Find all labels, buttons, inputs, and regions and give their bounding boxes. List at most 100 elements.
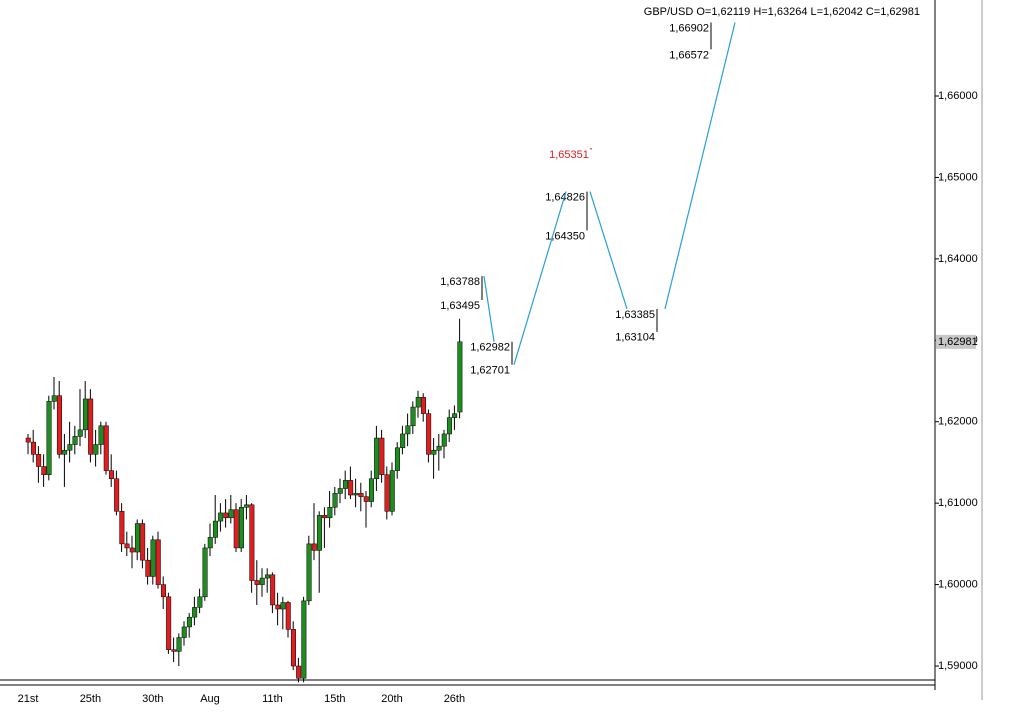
x-tick-label: Aug	[200, 693, 220, 705]
candle-body	[420, 397, 426, 414]
candle-body	[114, 478, 120, 512]
y-tick-label: 1,65000	[938, 171, 978, 183]
candle-body	[202, 547, 208, 598]
candle-body	[46, 401, 52, 475]
candle-body	[134, 523, 140, 553]
candle-body	[176, 637, 182, 652]
candle-body	[374, 437, 380, 479]
x-tick-label: 21st	[18, 693, 39, 705]
candle-body	[290, 629, 296, 667]
projection-line	[589, 191, 628, 310]
y-tick-label: 1,64000	[938, 253, 978, 265]
candle-body	[140, 523, 146, 561]
last-price-label: 1,62981	[938, 336, 978, 348]
candle-body	[238, 506, 244, 549]
projection-low-label: 1,64350	[545, 230, 585, 242]
candle-body	[415, 397, 421, 408]
x-tick-label: 20th	[381, 693, 402, 705]
x-tick-label: 26th	[444, 693, 465, 705]
candle-body	[155, 539, 161, 585]
candle-body	[207, 537, 213, 549]
projection-low-label: 1,63104	[615, 332, 655, 344]
candle-body	[145, 559, 151, 577]
candle-body	[41, 466, 47, 475]
candle-body	[166, 596, 172, 650]
candle-body	[197, 596, 203, 608]
candle-body	[446, 417, 452, 435]
y-tick-label: 1,61000	[938, 497, 978, 509]
candle-body	[285, 602, 291, 630]
candle-body	[186, 616, 192, 628]
candle-body	[223, 512, 229, 519]
candle-body	[316, 515, 322, 551]
candle-body	[129, 547, 135, 553]
candle-body	[296, 665, 302, 679]
x-tick-label: 25th	[80, 693, 101, 705]
candle-body	[228, 509, 234, 519]
candle-body	[98, 425, 104, 445]
candle-body	[192, 607, 198, 618]
candle-body	[400, 433, 406, 449]
y-tick-label: 1,66000	[938, 90, 978, 102]
y-tick-label: 1,60000	[938, 579, 978, 591]
candle-body	[275, 604, 281, 610]
candle-body	[181, 626, 187, 638]
projection-line	[483, 276, 495, 342]
candle-body	[306, 543, 312, 602]
candle-body	[93, 444, 99, 455]
candle-body	[311, 543, 317, 551]
candle-body	[405, 425, 411, 435]
candle-body	[67, 444, 73, 451]
projection-high-label: 1,66902	[669, 22, 709, 34]
projection-high-label: 1,63788	[440, 276, 480, 288]
x-tick-label: 15th	[324, 693, 345, 705]
candle-body	[254, 580, 260, 585]
candle-body	[332, 493, 338, 508]
candle-body	[244, 504, 250, 508]
candle-body	[212, 520, 218, 538]
candle-body	[30, 441, 36, 455]
candle-body	[410, 406, 416, 427]
y-tick-label: 1,62000	[938, 416, 978, 428]
candle-body	[363, 496, 369, 502]
candle-body	[348, 480, 354, 496]
candle-body	[160, 584, 166, 598]
candle-body	[431, 449, 437, 455]
candle-body	[25, 437, 31, 443]
candle-body	[77, 429, 83, 437]
candle-body	[379, 437, 385, 475]
projection-high-label: 1,63385	[615, 309, 655, 321]
candle-body	[264, 574, 270, 579]
candle-body	[36, 454, 42, 467]
projection-low-label: 1,63495	[440, 300, 480, 312]
target-dot	[590, 148, 592, 150]
projection-high-label: 1,62982	[470, 342, 510, 354]
candle-body	[124, 543, 130, 549]
candle-body	[394, 447, 400, 471]
candle-body	[452, 413, 458, 418]
candle-body	[358, 493, 364, 497]
candle-body	[384, 474, 390, 512]
projection-line	[513, 191, 567, 365]
chart-title: GBP/USD O=1,62119 H=1,63264 L=1,62042 C=…	[644, 6, 920, 18]
y-tick-label: 1,59000	[938, 660, 978, 672]
x-tick-label: 30th	[142, 693, 163, 705]
candle-body	[233, 509, 239, 549]
candle-body	[280, 602, 286, 610]
candle-body	[270, 574, 276, 606]
candle-body	[62, 449, 68, 455]
candle-body	[353, 493, 359, 496]
candle-body	[56, 395, 62, 455]
candle-body	[72, 436, 78, 445]
candle-body	[82, 398, 88, 431]
projection-line	[664, 22, 736, 310]
projection-high-label: 1,64826	[545, 192, 585, 204]
candle-body	[119, 511, 125, 545]
target-label: 1,65351	[549, 149, 589, 161]
candle-body	[150, 539, 156, 577]
projection-low-label: 1,62701	[470, 365, 510, 377]
candle-body	[259, 577, 265, 585]
candle-body	[342, 480, 348, 489]
candle-body	[337, 488, 343, 494]
